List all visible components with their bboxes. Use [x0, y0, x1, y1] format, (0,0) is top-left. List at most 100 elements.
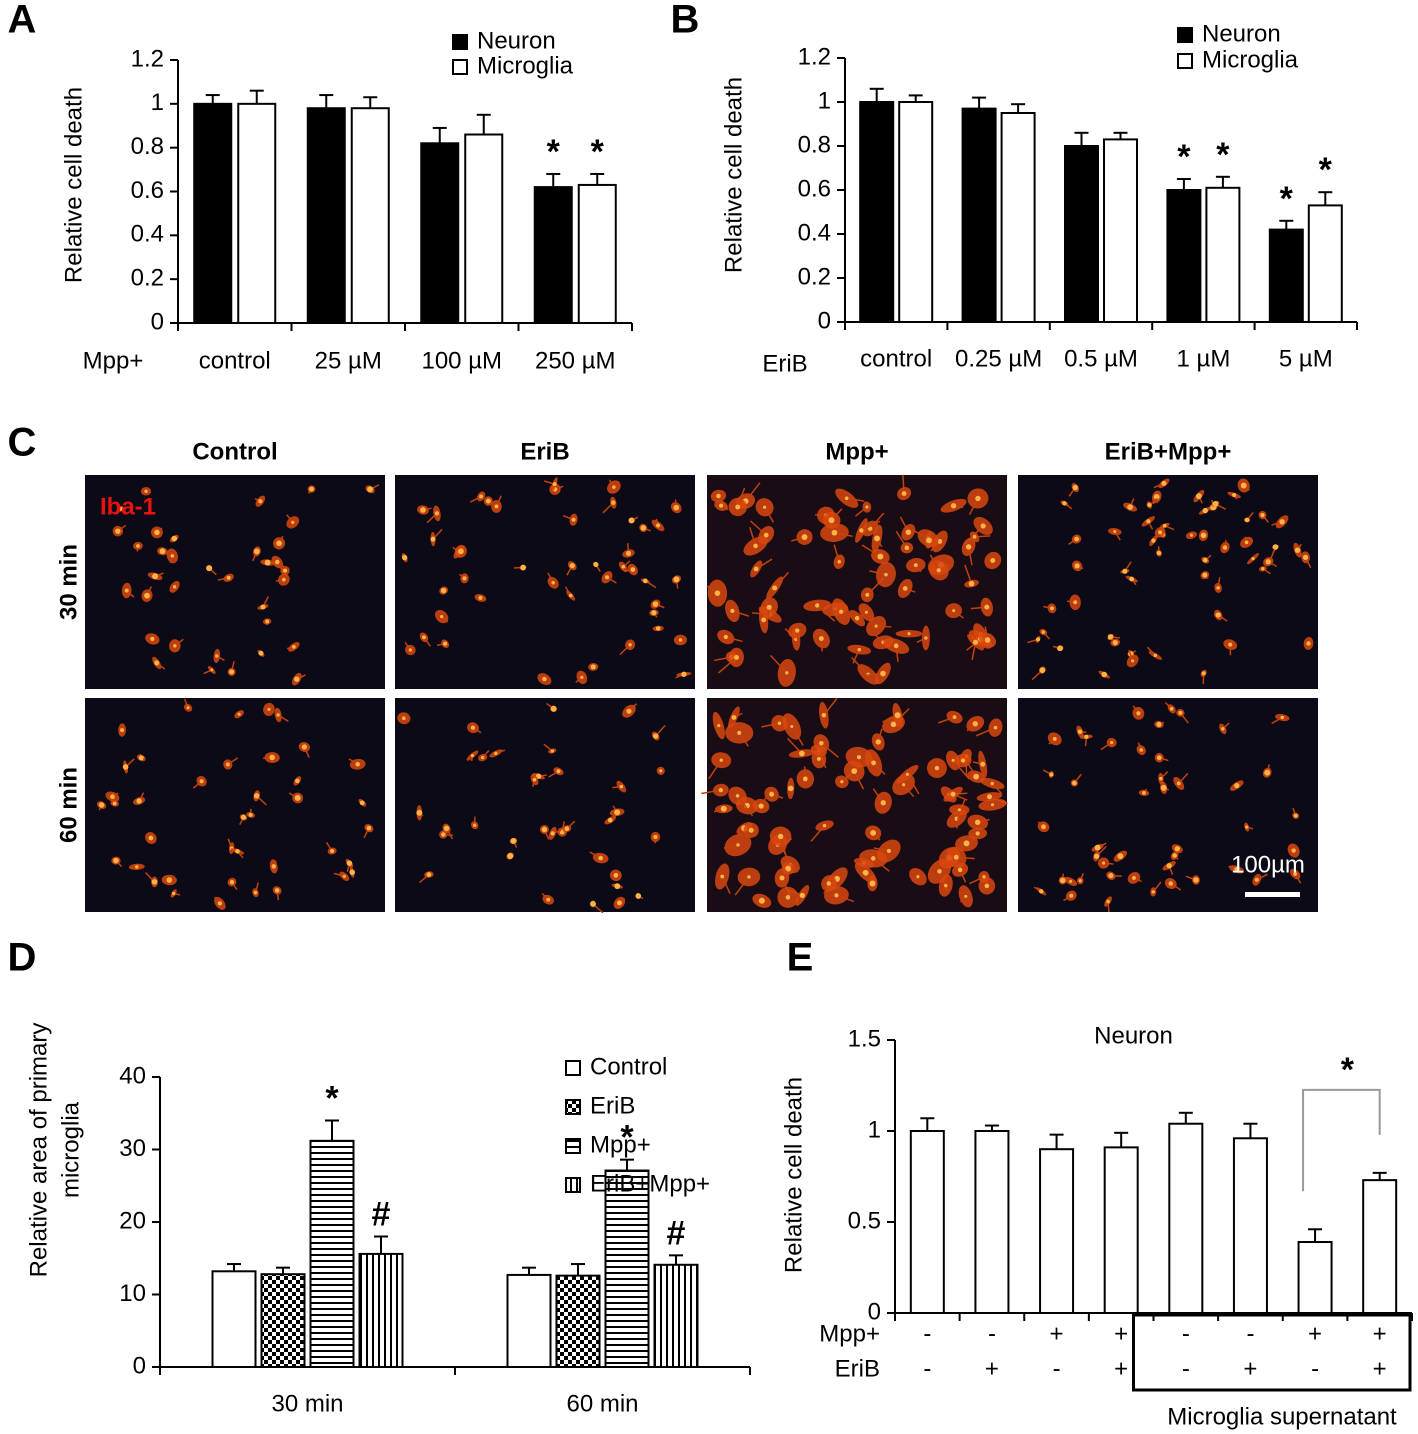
cell-body — [635, 893, 642, 899]
cell-process — [723, 844, 739, 849]
cell-body — [1169, 707, 1174, 711]
micrograph-bg — [395, 698, 695, 912]
cell-body — [1049, 772, 1054, 777]
cell-body — [1108, 873, 1114, 879]
cell-process — [873, 762, 886, 775]
cell-body — [607, 817, 613, 823]
cell-body — [865, 505, 869, 509]
cell-body — [821, 712, 827, 718]
panel-letter: B — [671, 0, 700, 42]
cell-body — [886, 848, 891, 853]
cell-body — [309, 486, 314, 492]
x-tick-label: 30 min — [271, 1390, 343, 1417]
cell-process — [717, 656, 737, 674]
cell-process — [902, 474, 905, 494]
cell-body — [1254, 877, 1259, 882]
column-label: Control — [192, 438, 277, 465]
cell-body — [982, 875, 986, 879]
significance-label: * — [620, 1119, 634, 1157]
cell-body — [458, 548, 464, 555]
cell-process — [956, 809, 961, 829]
cell-body — [571, 517, 576, 522]
cell-body — [869, 880, 876, 887]
cell-body — [652, 601, 659, 607]
cell-body — [960, 758, 966, 763]
x-tick-label: 250 µM — [535, 347, 616, 374]
cell-body — [871, 760, 876, 766]
cell-body — [1057, 645, 1063, 652]
cell-process — [737, 487, 746, 508]
y-tick-label: 1.2 — [131, 45, 164, 72]
error-bar — [227, 1263, 241, 1272]
cell-body — [1059, 877, 1066, 884]
cell-body — [1294, 547, 1301, 553]
error-bar — [374, 1235, 388, 1254]
cell-body — [1293, 813, 1298, 818]
condition-value: + — [1050, 1320, 1064, 1347]
cell-body — [818, 636, 824, 641]
cell-body — [443, 825, 450, 832]
panel-letter: D — [8, 936, 37, 980]
significance-label: * — [1280, 180, 1294, 218]
condition-value: + — [1308, 1320, 1322, 1347]
cell-process — [701, 789, 722, 795]
cell-body — [1202, 572, 1208, 578]
cell-process — [964, 564, 973, 584]
cell-process — [872, 857, 890, 872]
y-tick-label: 1 — [151, 89, 164, 116]
cell-body — [359, 800, 365, 806]
cell-body — [1074, 563, 1080, 569]
cell-body — [975, 819, 981, 825]
cell-body — [541, 826, 548, 833]
cell-process — [959, 869, 967, 883]
micrograph — [1018, 698, 1318, 913]
error-bar — [571, 1263, 585, 1276]
cell-body — [926, 537, 932, 544]
cell-body — [294, 795, 301, 801]
cell-process — [761, 722, 780, 728]
significance-label: * — [1177, 138, 1191, 176]
legend-swatch — [452, 59, 468, 75]
cell-process — [852, 649, 860, 664]
cell-process — [227, 757, 239, 766]
condition-value: + — [1373, 1320, 1387, 1347]
cell-body — [1127, 504, 1133, 510]
micrograph — [701, 697, 1008, 912]
cell-body — [937, 869, 942, 874]
cell-body — [152, 573, 159, 580]
condition-name: Mpp+ — [819, 1320, 880, 1347]
error-bar — [319, 94, 334, 109]
cell-body — [1221, 727, 1225, 731]
cell-process — [786, 737, 803, 754]
cell-body — [837, 560, 841, 564]
cell-body — [1161, 480, 1167, 486]
cell-body — [564, 826, 570, 832]
cell-body — [550, 831, 555, 836]
cell-body — [532, 777, 537, 782]
cell-body — [113, 857, 119, 864]
cell-body — [1039, 889, 1044, 894]
condition-value: - — [1182, 1320, 1190, 1347]
condition-name: EriB — [835, 1355, 880, 1382]
cell-body — [785, 865, 792, 872]
bar — [1103, 1146, 1139, 1314]
cell-body — [301, 744, 308, 750]
y-tick-label: 30 — [119, 1135, 146, 1162]
cell-process — [547, 572, 554, 584]
cell-body — [1216, 586, 1220, 590]
cell-body — [737, 730, 742, 735]
significance-label: * — [1341, 1051, 1355, 1089]
bar — [974, 1130, 1010, 1314]
cell-process — [745, 482, 761, 502]
cell-process — [981, 804, 993, 810]
cell-body — [1261, 567, 1265, 571]
cell-body — [831, 529, 838, 536]
y-tick-label: 10 — [119, 1280, 146, 1307]
cell-process — [929, 554, 940, 571]
cell-body — [720, 805, 727, 812]
cell-body — [440, 587, 447, 594]
cell-body — [172, 585, 177, 589]
cell-body — [880, 670, 886, 677]
bar — [555, 1274, 601, 1369]
cell-process — [910, 528, 929, 539]
